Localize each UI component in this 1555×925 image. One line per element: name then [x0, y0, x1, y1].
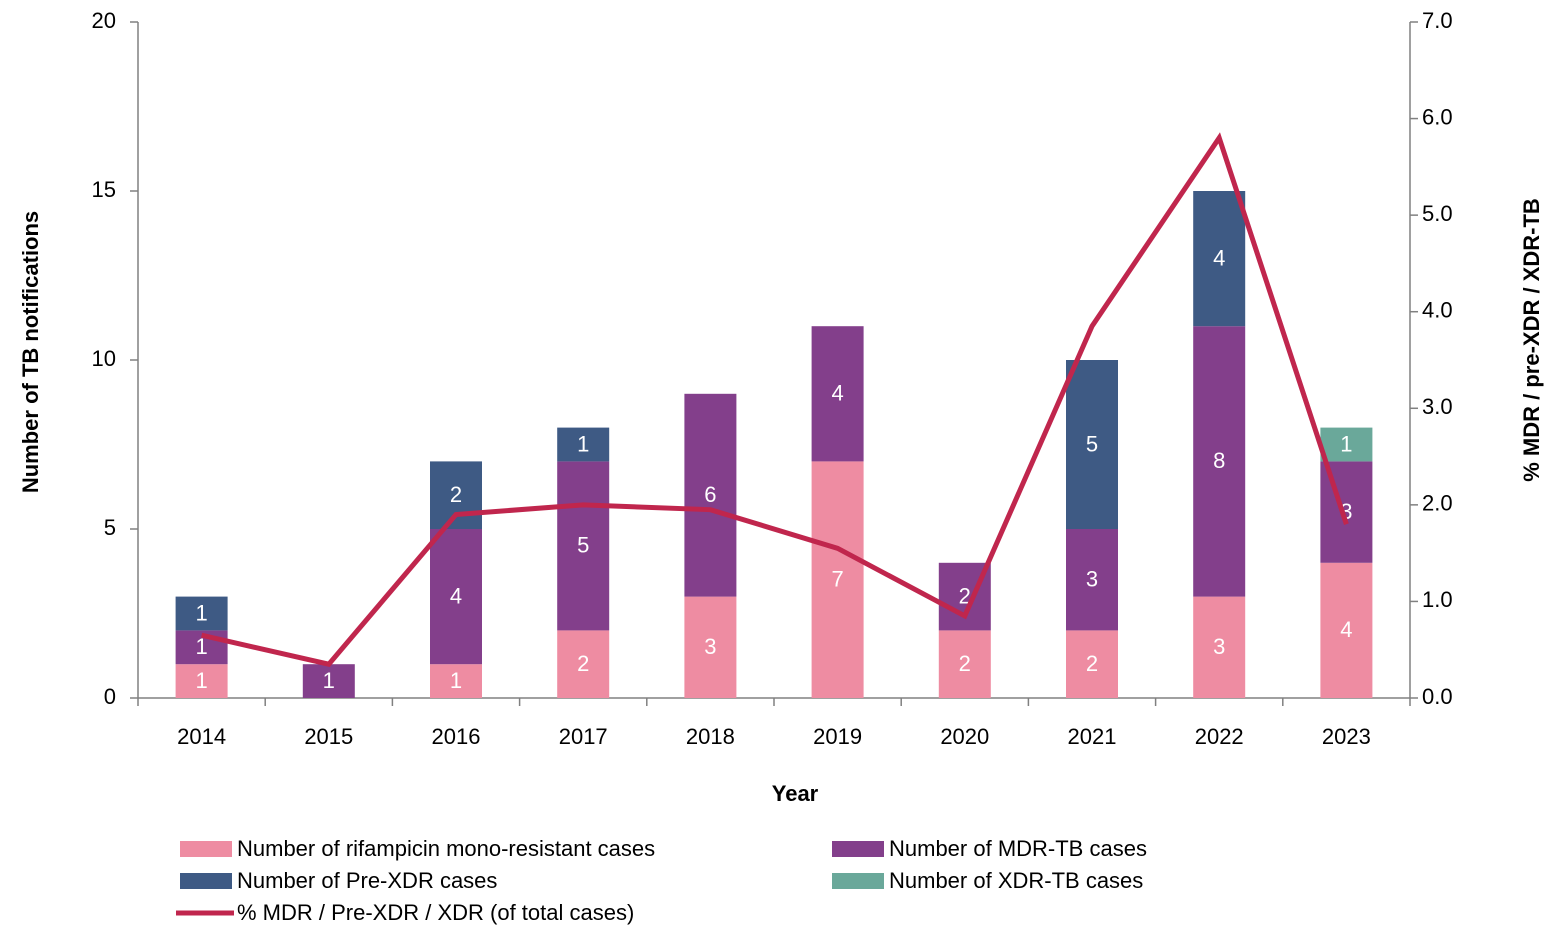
x-tick-label: 2018 [686, 724, 735, 749]
bar-segment [1320, 427, 1373, 462]
bar-segment [302, 664, 355, 698]
y2-tick-label: 7.0 [1422, 8, 1453, 33]
y2-tick-label: 6.0 [1422, 104, 1453, 129]
legend-swatch [832, 841, 884, 857]
bar-segment [557, 630, 610, 698]
data-label: 3 [1086, 567, 1098, 592]
legend-swatch [832, 873, 884, 889]
y-tick-label: 15 [92, 177, 116, 202]
bar-segment [1066, 529, 1118, 631]
legend-label: Number of XDR-TB cases [889, 868, 1143, 893]
legend-swatch [180, 873, 232, 889]
bar-segment [430, 664, 482, 698]
x-tick-label: 2019 [813, 724, 862, 749]
x-tick-label: 2021 [1068, 724, 1117, 749]
data-label: 1 [195, 600, 207, 625]
y2-tick-label: 2.0 [1422, 491, 1453, 516]
y2-tick-label: 3.0 [1422, 394, 1453, 419]
x-tick-label: 2020 [940, 724, 989, 749]
bar-segment [938, 630, 991, 698]
y2-tick-label: 5.0 [1422, 201, 1453, 226]
bar-segment [811, 461, 864, 698]
x-axis-title: Year [772, 781, 819, 806]
data-label: 1 [1340, 431, 1352, 456]
x-tick-label: 2016 [432, 724, 481, 749]
data-label: 4 [450, 583, 462, 608]
bar-segment [1320, 562, 1373, 698]
data-label: 2 [577, 651, 589, 676]
y2-tick-label: 0.0 [1422, 684, 1453, 709]
data-label: 1 [195, 668, 207, 693]
bar-segment [557, 427, 610, 462]
legend-swatch [180, 841, 232, 857]
x-tick-label: 2017 [559, 724, 608, 749]
bar-segment [1193, 326, 1246, 597]
bar-segment [1193, 596, 1246, 698]
data-label: 8 [1213, 448, 1225, 473]
y2-tick-label: 1.0 [1422, 587, 1453, 612]
legend-label: Number of MDR-TB cases [889, 836, 1147, 861]
data-label: 1 [577, 431, 589, 456]
data-label: 2 [450, 482, 462, 507]
data-label: 5 [577, 533, 589, 558]
y-tick-label: 10 [92, 346, 116, 371]
bar-segment [1066, 360, 1118, 529]
bar-segment [811, 326, 864, 462]
y-tick-label: 5 [104, 515, 116, 540]
x-tick-label: 2023 [1322, 724, 1371, 749]
bar-segment [1066, 630, 1118, 698]
data-label: 4 [1340, 617, 1352, 642]
y2-tick-label: 4.0 [1422, 298, 1453, 323]
bar-segment [557, 461, 610, 631]
data-label: 6 [704, 482, 716, 507]
y-tick-label: 20 [92, 8, 116, 33]
y-tick-label: 0 [104, 684, 116, 709]
y-axis-title: Number of TB notifications [18, 211, 43, 493]
data-label: 5 [1086, 431, 1098, 456]
bar-segment [175, 596, 228, 631]
bar-segment [684, 393, 737, 597]
legend-label: % MDR / Pre-XDR / XDR (of total cases) [237, 900, 634, 925]
data-label: 3 [704, 634, 716, 659]
data-label: 3 [1213, 634, 1225, 659]
x-tick-label: 2022 [1195, 724, 1244, 749]
data-label: 7 [831, 567, 843, 592]
bar-segment [1193, 191, 1246, 327]
data-label: 1 [450, 668, 462, 693]
data-label: 4 [1213, 245, 1225, 270]
bar-segment [430, 529, 482, 665]
x-tick-label: 2014 [177, 724, 226, 749]
bar-segment [684, 596, 737, 698]
bar-segment [175, 664, 228, 698]
legend-label: Number of Pre-XDR cases [237, 868, 497, 893]
y2-axis-title: % MDR / pre-XDR / XDR-TB [1519, 198, 1544, 482]
legend-label: Number of rifampicin mono-resistant case… [237, 836, 655, 861]
line-series [201, 132, 1349, 667]
data-label: 2 [959, 651, 971, 676]
data-label: 2 [959, 583, 971, 608]
data-label: 1 [323, 668, 335, 693]
data-label: 1 [195, 634, 207, 659]
x-tick-label: 2015 [304, 724, 353, 749]
data-label: 2 [1086, 651, 1098, 676]
data-label: 4 [831, 381, 843, 406]
